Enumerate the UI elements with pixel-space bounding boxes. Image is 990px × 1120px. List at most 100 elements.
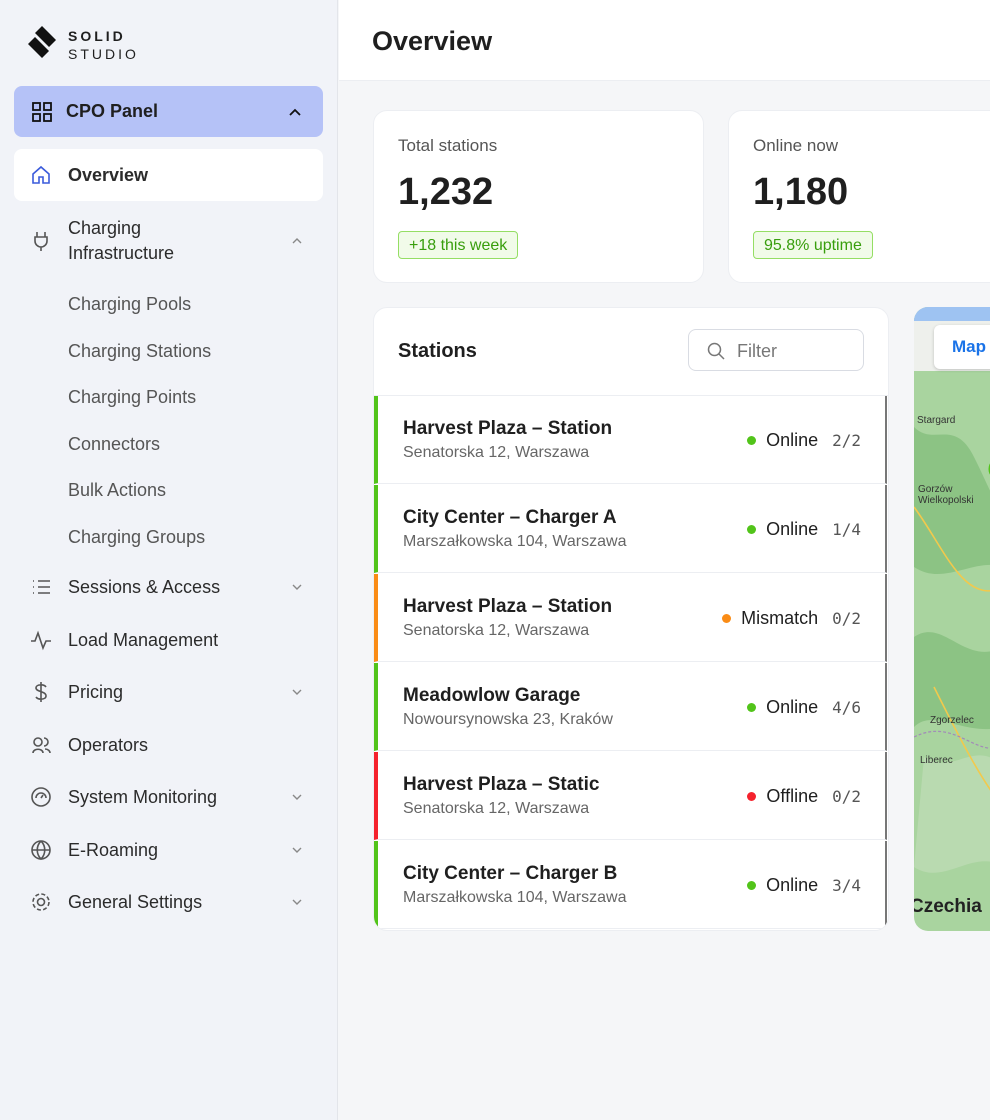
station-address: Senatorska 12, Warszawa — [403, 800, 590, 817]
stat-card: Total stations 1,232 +18 this week — [373, 110, 704, 283]
panel-title: CPO Panel — [66, 101, 159, 121]
map[interactable]: Map Stargard Gorzów Wielkopolski Zgorzel… — [914, 307, 990, 931]
top-bar: Overview — [339, 0, 990, 81]
nav-label: Operators — [68, 735, 149, 755]
station-row[interactable]: Harvest Plaza – Station Senatorska 12, Wa… — [374, 396, 887, 484]
chevron — [292, 794, 302, 800]
divider — [374, 395, 888, 396]
nav-subitem[interactable]: Connectors — [68, 434, 161, 454]
station-status: Online 1/4 — [747, 519, 861, 540]
filter-input[interactable]: Filter — [688, 329, 864, 371]
status-label: Online — [766, 875, 819, 895]
nav-item[interactable]: General Settings — [14, 880, 323, 924]
nav-label: Charging Infrastructure — [68, 218, 175, 263]
map-type-button[interactable]: Map — [934, 325, 990, 369]
nav-label: General Settings — [68, 892, 203, 912]
connector-count: 2/2 — [832, 431, 861, 450]
map-label: Czechia — [914, 896, 982, 917]
stat-label: Online now — [753, 136, 839, 155]
icon — [32, 165, 50, 184]
nav-item[interactable]: Operators — [14, 723, 323, 767]
chevron — [292, 899, 302, 905]
chevron — [292, 689, 302, 695]
logo-text: SOLID — [68, 28, 126, 44]
nav-subitem[interactable]: Bulk Actions — [68, 480, 167, 500]
station-address: Nowoursynowska 23, Kraków — [403, 711, 613, 728]
station-row[interactable]: City Center – Charger B Marszałkowska 104… — [374, 841, 887, 929]
station-name: Harvest Plaza – Station — [403, 596, 613, 617]
station-status: Online 4/6 — [747, 697, 861, 718]
icon — [32, 102, 52, 122]
nav-label: System Monitoring — [68, 787, 218, 807]
logo-mark — [28, 26, 56, 58]
station-status: Offline 0/2 — [747, 786, 861, 807]
station-address: Marszałkowska 104, Warszawa — [403, 533, 627, 550]
nav-label: Load Management — [68, 630, 219, 650]
page-title: Overview — [372, 26, 493, 56]
nav-subitem[interactable]: Charging Points — [68, 387, 197, 407]
button-label: Map — [952, 337, 986, 356]
connector-count: 0/2 — [832, 787, 861, 806]
status-label: Online — [766, 519, 819, 539]
nav-item[interactable]: System Monitoring — [14, 775, 323, 819]
status-dot — [747, 792, 757, 801]
nav-item[interactable]: E-Roaming — [14, 828, 323, 872]
icon — [33, 580, 50, 594]
panel-title: Stations — [398, 340, 477, 362]
icon — [31, 630, 51, 651]
nav-item[interactable]: Sessions & Access — [14, 565, 323, 609]
nav-subitem[interactable]: Charging Groups — [68, 527, 206, 547]
station-row[interactable]: Meadowlow Garage Nowoursynowska 23, Krakó… — [374, 663, 887, 751]
nav-subitem[interactable]: Charging Pools — [68, 294, 192, 314]
nav-label: Pricing — [68, 682, 124, 702]
map-label: Zgorzelec — [930, 715, 974, 726]
station-name: Meadowlow Garage — [403, 685, 581, 706]
status-dot — [747, 703, 757, 712]
icon — [31, 840, 51, 861]
nav-subitem[interactable]: Charging Stations — [68, 341, 212, 361]
icon — [32, 893, 50, 911]
map-tiles — [914, 307, 990, 873]
stat-value: 1,232 — [398, 171, 494, 213]
sidebar: SOLID STUDIO CPO Panel Overview Charging… — [0, 0, 338, 1120]
map-label: Stargard — [917, 415, 956, 426]
chevron — [289, 108, 301, 116]
nav-item[interactable]: Pricing — [14, 670, 323, 714]
connector-count: 0/2 — [832, 609, 861, 628]
station-row[interactable]: Harvest Plaza – Station Senatorska 12, Wa… — [374, 574, 887, 662]
stat-value: 1,180 — [753, 171, 849, 213]
station-name: City Center – Charger A — [403, 507, 617, 528]
station-row[interactable]: Harvest Plaza – Static Senatorska 12, War… — [374, 752, 887, 840]
search-icon — [707, 342, 725, 360]
stations-panel: Stations Filter Harvest Plaza – Station S… — [373, 307, 889, 931]
status-dot — [722, 614, 732, 623]
nav-item[interactable]: Charging Infrastructure — [14, 214, 323, 268]
panel-switcher[interactable]: CPO Panel — [14, 86, 323, 137]
chevron — [292, 238, 302, 244]
nav-label: Overview — [68, 165, 149, 185]
nav-item[interactable]: Load Management — [14, 618, 323, 662]
station-address: Senatorska 12, Warszawa — [403, 622, 590, 639]
station-row[interactable]: City Center – Charger A Marszałkowska 104… — [374, 485, 887, 573]
connector-count: 4/6 — [832, 698, 861, 717]
stat-badge: 95.8% uptime — [753, 231, 873, 259]
icon — [34, 232, 48, 251]
station-name: Harvest Plaza – Static — [403, 774, 600, 795]
connector-count: 1/4 — [832, 520, 861, 539]
status-label: Mismatch — [741, 608, 819, 628]
status-label: Online — [766, 430, 819, 450]
station-name: City Center – Charger B — [403, 863, 618, 884]
icon — [31, 787, 51, 807]
map-label: Liberec — [920, 755, 953, 766]
stat-card: Online now 1,180 95.8% uptime — [728, 110, 990, 283]
logo-text: STUDIO — [68, 46, 139, 62]
station-status: Mismatch 0/2 — [722, 608, 861, 629]
filter-placeholder: Filter — [737, 341, 777, 361]
status-label: Offline — [766, 786, 819, 806]
station-status: Online 3/4 — [747, 875, 861, 896]
nav-item[interactable]: Overview — [14, 149, 323, 201]
stat-badge: +18 this week — [398, 231, 519, 259]
chevron — [292, 584, 302, 590]
station-address: Senatorska 12, Warszawa — [403, 444, 590, 461]
